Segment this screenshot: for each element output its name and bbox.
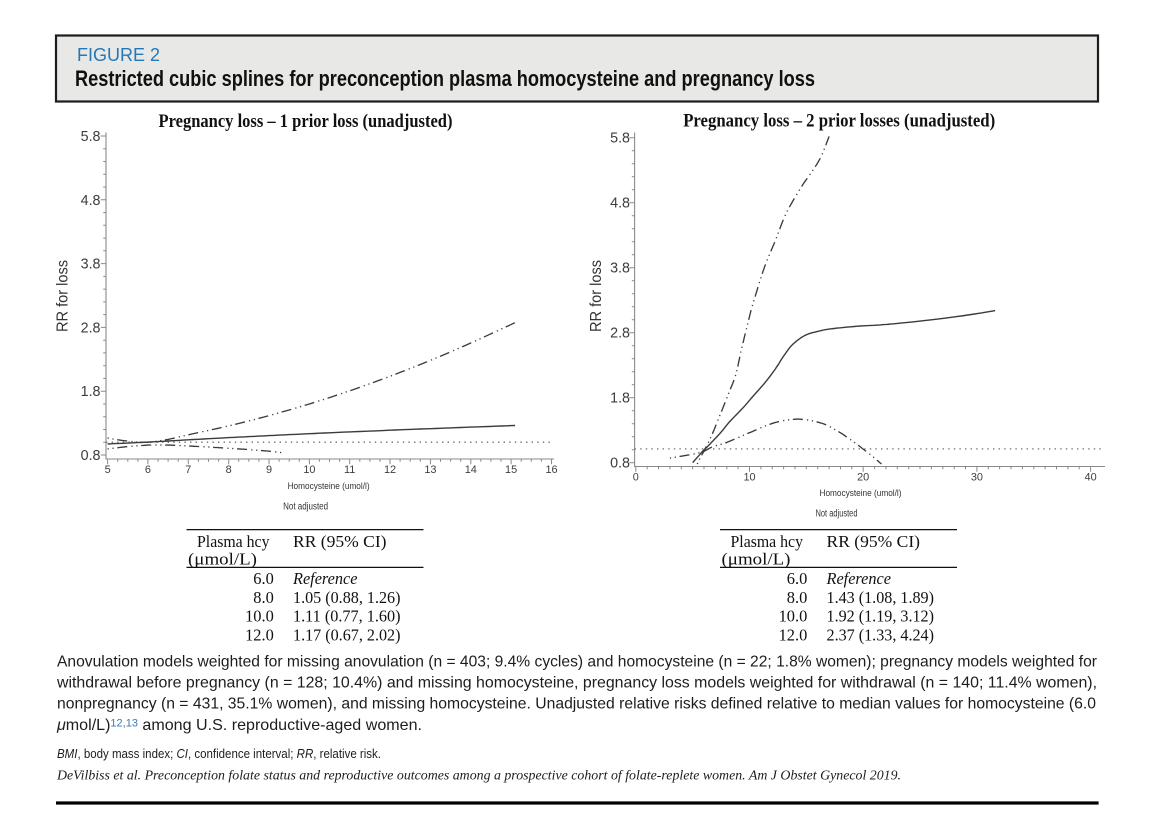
svg-text:10.0: 10.0 bbox=[779, 607, 808, 626]
svg-text:8.0: 8.0 bbox=[253, 588, 274, 607]
svg-text:2.8: 2.8 bbox=[81, 320, 101, 336]
svg-text:13: 13 bbox=[424, 464, 436, 476]
svg-text:3.8: 3.8 bbox=[610, 261, 630, 277]
svg-text:2.8: 2.8 bbox=[610, 326, 630, 342]
svg-text:Homocysteine (umol/l): Homocysteine (umol/l) bbox=[288, 481, 370, 492]
svg-text:2.37 (1.33, 4.24): 2.37 (1.33, 4.24) bbox=[827, 625, 935, 644]
svg-text:7: 7 bbox=[185, 464, 191, 476]
svg-text:Anovulation models weighted fo: Anovulation models weighted for missing … bbox=[57, 653, 1097, 670]
svg-text:1.8: 1.8 bbox=[81, 384, 101, 400]
svg-text:1.05 (0.88, 1.26): 1.05 (0.88, 1.26) bbox=[293, 588, 401, 607]
svg-text:1.8: 1.8 bbox=[610, 391, 630, 407]
svg-text:10: 10 bbox=[303, 464, 315, 476]
svg-text:10: 10 bbox=[743, 471, 755, 483]
svg-text:Restricted cubic splines for p: Restricted cubic splines for preconcepti… bbox=[75, 66, 815, 91]
svg-text:16: 16 bbox=[545, 464, 557, 476]
svg-text:(μmol/L): (μmol/L) bbox=[722, 550, 791, 569]
svg-text:BMI, body mass index; CI, conf: BMI, body mass index; CI, confidence int… bbox=[57, 747, 381, 761]
svg-text:RR (95% CI): RR (95% CI) bbox=[293, 532, 387, 551]
svg-text:μmol/L)12,13 among U.S. reprod: μmol/L)12,13 among U.S. reproductive-age… bbox=[56, 717, 422, 734]
svg-text:1.92 (1.19, 3.12): 1.92 (1.19, 3.12) bbox=[827, 607, 935, 626]
svg-text:DeVilbiss et al. Preconception: DeVilbiss et al. Preconception folate st… bbox=[56, 768, 901, 783]
svg-text:Homocysteine (umol/l): Homocysteine (umol/l) bbox=[820, 488, 902, 499]
svg-text:1.43 (1.08, 1.89): 1.43 (1.08, 1.89) bbox=[827, 588, 935, 607]
svg-text:40: 40 bbox=[1085, 471, 1097, 483]
svg-text:Plasma hcy: Plasma hcy bbox=[731, 532, 804, 551]
svg-text:nonpregnancy (n = 431, 35.1% w: nonpregnancy (n = 431, 35.1% women), and… bbox=[57, 696, 1096, 713]
svg-text:6: 6 bbox=[145, 464, 151, 476]
svg-text:9: 9 bbox=[266, 464, 272, 476]
svg-text:30: 30 bbox=[971, 471, 983, 483]
svg-text:12.0: 12.0 bbox=[779, 625, 808, 644]
svg-text:3.8: 3.8 bbox=[81, 257, 101, 273]
svg-text:1.17 (0.67, 2.02): 1.17 (0.67, 2.02) bbox=[293, 625, 401, 644]
svg-text:5.8: 5.8 bbox=[610, 131, 630, 147]
svg-text:Plasma hcy: Plasma hcy bbox=[197, 532, 270, 551]
svg-text:Pregnancy loss – 1 prior loss: Pregnancy loss – 1 prior loss (unadjuste… bbox=[159, 111, 453, 132]
svg-text:RR for loss: RR for loss bbox=[588, 260, 605, 332]
svg-text:5: 5 bbox=[105, 464, 111, 476]
svg-text:15: 15 bbox=[505, 464, 517, 476]
svg-text:RR (95% CI): RR (95% CI) bbox=[827, 532, 921, 551]
svg-text:0.8: 0.8 bbox=[610, 456, 630, 472]
svg-text:12: 12 bbox=[384, 464, 396, 476]
svg-text:Reference: Reference bbox=[826, 569, 891, 588]
svg-text:Not adjusted: Not adjusted bbox=[283, 502, 328, 513]
svg-text:20: 20 bbox=[857, 471, 869, 483]
svg-text:Pregnancy loss – 2 prior losse: Pregnancy loss – 2 prior losses (unadjus… bbox=[683, 111, 995, 132]
svg-text:11: 11 bbox=[344, 464, 355, 476]
svg-text:5.8: 5.8 bbox=[81, 129, 101, 145]
svg-text:8: 8 bbox=[226, 464, 232, 476]
svg-text:0.8: 0.8 bbox=[81, 448, 101, 464]
svg-text:8.0: 8.0 bbox=[787, 588, 808, 607]
svg-text:Not adjusted: Not adjusted bbox=[816, 508, 858, 519]
svg-text:6.0: 6.0 bbox=[787, 569, 808, 588]
svg-text:Reference: Reference bbox=[292, 569, 357, 588]
svg-text:12.0: 12.0 bbox=[245, 625, 274, 644]
svg-text:0: 0 bbox=[633, 471, 639, 483]
svg-text:withdrawal before pregnancy (n: withdrawal before pregnancy (n = 128; 10… bbox=[56, 675, 1097, 692]
svg-text:(μmol/L): (μmol/L) bbox=[188, 550, 257, 569]
svg-text:1.11 (0.77, 1.60): 1.11 (0.77, 1.60) bbox=[293, 607, 401, 626]
svg-text:4.8: 4.8 bbox=[81, 193, 101, 209]
svg-text:10.0: 10.0 bbox=[245, 607, 274, 626]
svg-text:RR for loss: RR for loss bbox=[55, 260, 72, 332]
svg-text:4.8: 4.8 bbox=[610, 196, 630, 212]
svg-text:14: 14 bbox=[465, 464, 477, 476]
svg-text:6.0: 6.0 bbox=[253, 569, 274, 588]
svg-text:FIGURE 2: FIGURE 2 bbox=[77, 44, 160, 65]
